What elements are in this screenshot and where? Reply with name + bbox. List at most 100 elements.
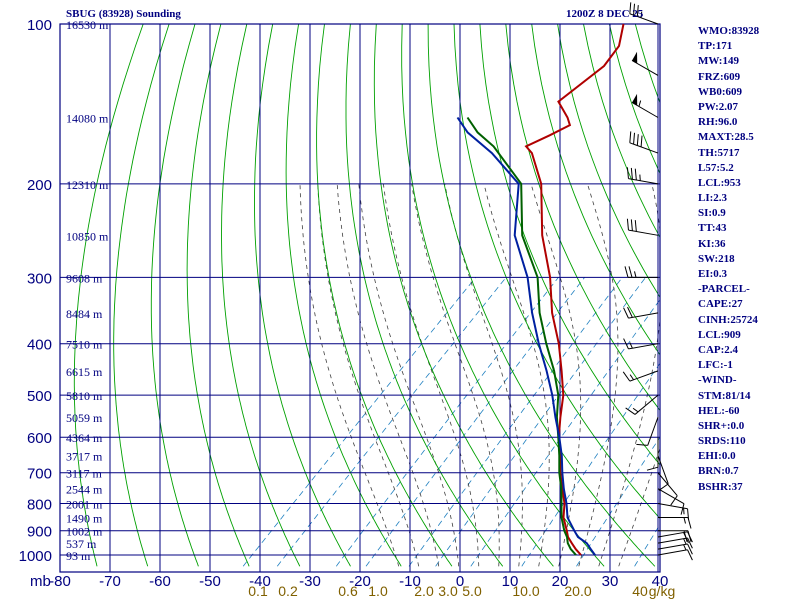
moist-adiabat-line <box>336 183 440 567</box>
pressure-unit-label: mb <box>30 573 51 590</box>
pressure-tick-label: 500 <box>27 388 52 405</box>
index-item: WB0:609 <box>698 85 742 98</box>
dry-adiabat-line <box>345 24 504 567</box>
height-label: 12310 m <box>66 178 109 192</box>
moist-adiabat-line <box>444 183 523 567</box>
index-item: KI:36 <box>698 237 726 250</box>
dry-adiabat-line <box>765 24 800 566</box>
wind-barb-full <box>623 307 629 319</box>
mixing-ratio-label: 40 <box>632 583 648 599</box>
wind-barb-full <box>636 134 639 146</box>
index-item: WMO:83928 <box>698 25 760 37</box>
wind-barb-full <box>658 483 669 491</box>
wind-barb-full <box>629 131 632 143</box>
mixing-ratio-label: 10.0 <box>512 583 539 599</box>
temperature-tick-label: -20 <box>349 573 371 590</box>
wind-barb-staff <box>657 549 688 556</box>
temperature-profile <box>524 23 625 556</box>
wind-barb-half <box>640 11 643 18</box>
wind-barb <box>631 51 659 76</box>
wind-barb-full <box>680 503 685 515</box>
wind-barb-full <box>626 167 629 179</box>
wind-barb <box>658 517 692 529</box>
moist-adiabat-line <box>598 183 660 567</box>
wind-barb <box>624 266 658 278</box>
dry-adiabats <box>73 24 800 567</box>
sounding-time: 1200Z 8 DEC 25 <box>566 8 644 20</box>
mixing-ratio-label: 20.0 <box>564 583 591 599</box>
dry-adiabat-line <box>791 24 800 566</box>
wind-barb-full <box>636 5 639 17</box>
wind-barb <box>626 167 659 185</box>
height-label: 1490 m <box>66 512 103 526</box>
height-label: 2544 m <box>66 483 103 497</box>
wind-barb-half <box>683 517 686 524</box>
index-item: PW:2.07 <box>698 100 739 113</box>
wind-barb-half <box>638 100 642 107</box>
wind-barb <box>657 549 693 561</box>
pressure-tick-label: 900 <box>27 524 52 541</box>
pressure-tick-label: 700 <box>27 466 52 483</box>
mixing-ratio-lines <box>242 277 660 567</box>
mixing-ratio-label: 1.0 <box>368 583 388 599</box>
index-item: MAXT:28.5 <box>698 131 754 144</box>
index-item: TT:43 <box>698 222 727 235</box>
wind-barb-half <box>683 538 687 545</box>
moist-adiabat-line <box>383 183 480 567</box>
pressure-tick-label: 800 <box>27 497 52 514</box>
wind-barb-full <box>624 266 629 278</box>
index-item: EI:0.3 <box>698 268 728 280</box>
wind-barb-full <box>670 495 678 506</box>
mixing-ratio-line <box>335 277 559 567</box>
wind-barb-staff <box>628 343 659 350</box>
index-item: CAPE:27 <box>698 298 743 311</box>
temperature-tick-label: -40 <box>249 573 271 590</box>
mixing-ratio-line <box>576 436 660 567</box>
wind-barb-full <box>630 219 633 231</box>
index-item: HEL:-60 <box>698 404 740 417</box>
height-label: 537 m <box>66 537 97 551</box>
height-label: 3717 m <box>66 450 103 464</box>
temperature-tick-label: 40 <box>652 573 669 590</box>
wind-barbs <box>622 2 693 572</box>
temperature-tick-label: -10 <box>399 573 421 590</box>
isobar-isotherm-grid <box>59 23 661 573</box>
mixing-ratio-label: 2.0 <box>414 583 434 599</box>
wind-barb-staff <box>634 394 659 415</box>
index-item: STM:81/14 <box>698 389 751 402</box>
index-item: -PARCEL- <box>698 283 750 296</box>
mixing-ratio-line <box>470 299 660 567</box>
wind-barb <box>625 394 659 415</box>
wind-barb-full <box>636 443 648 446</box>
mixing-ratio-line <box>276 277 507 567</box>
temperature-tick-label: 20 <box>552 573 569 590</box>
index-item: EHI:0.0 <box>698 450 736 463</box>
height-label: 4364 m <box>66 431 103 445</box>
height-label: 10850 m <box>66 229 109 243</box>
mixing-ratio-label: 0.1 <box>248 583 268 599</box>
wind-barb <box>626 218 659 236</box>
wind-barb-full <box>628 266 633 278</box>
height-label: 8484 m <box>66 307 103 321</box>
mixing-ratio-label: 5.0 <box>462 583 482 599</box>
index-item: LCL:909 <box>698 328 741 341</box>
wind-barb <box>623 338 659 350</box>
wind-barb-full <box>627 306 633 318</box>
mixing-ratio-line <box>365 277 585 567</box>
dry-adiabat-line <box>316 24 453 567</box>
wind-barb-full <box>687 530 692 542</box>
wind-barb <box>636 416 659 446</box>
wind-barb-staff <box>657 455 669 485</box>
wind-barb-full <box>640 135 643 147</box>
index-item: LCL:953 <box>698 176 741 189</box>
mixing-ratio-line <box>435 277 646 567</box>
dry-adiabat-line <box>285 24 402 567</box>
wind-barb <box>658 530 692 542</box>
temperature-tick-label: -70 <box>99 573 121 590</box>
index-item: L57:5.2 <box>698 161 734 174</box>
mixing-ratio-line <box>521 362 660 567</box>
dry-adiabat-line <box>505 24 660 412</box>
wind-barb-full <box>629 2 632 14</box>
index-item: LFC:-1 <box>698 359 733 372</box>
